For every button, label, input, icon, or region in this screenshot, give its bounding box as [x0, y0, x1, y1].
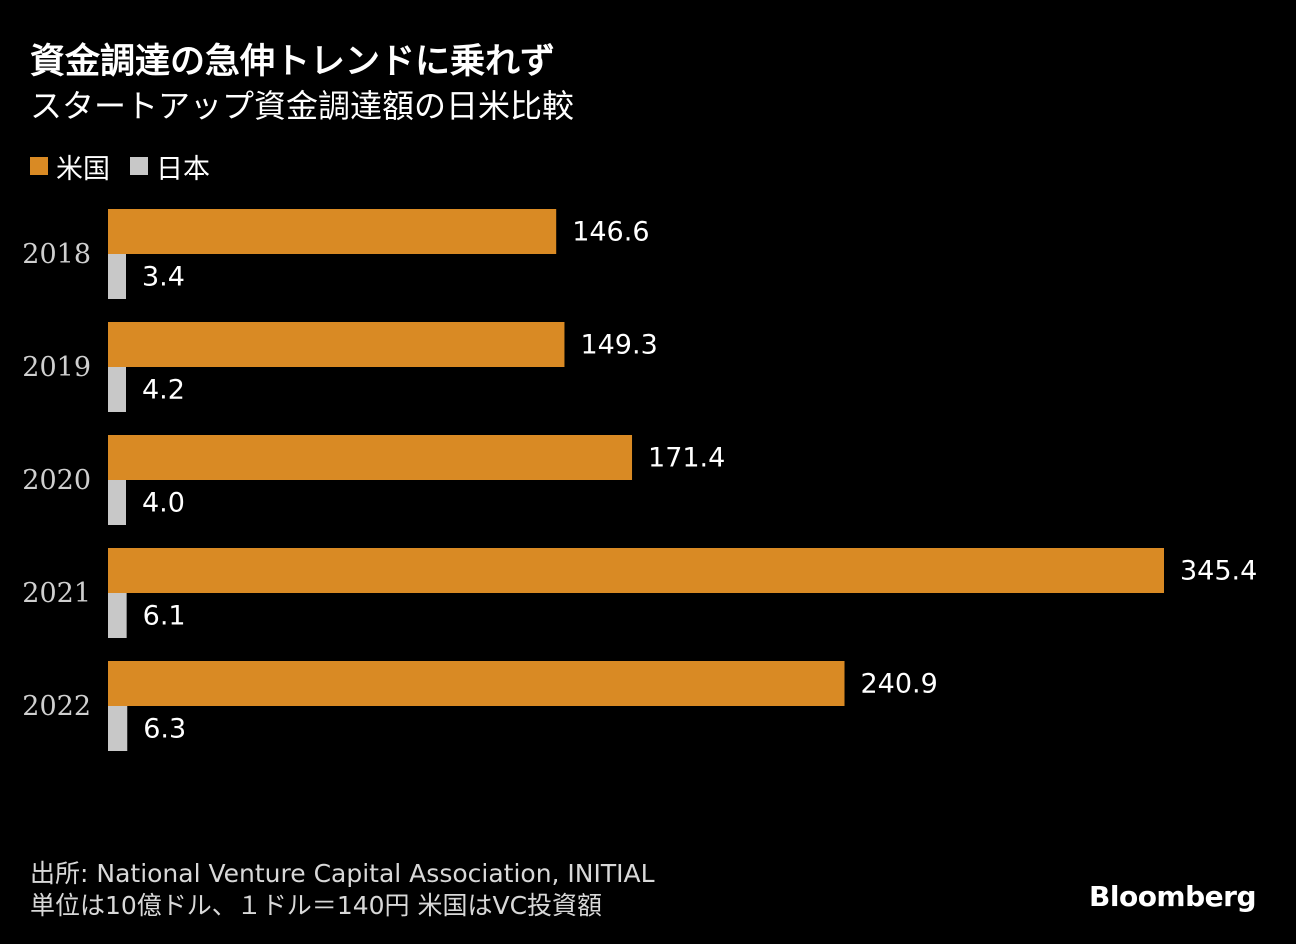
y-tick-label-2022: 2022	[22, 691, 91, 722]
legend-item-japan: 日本	[130, 147, 210, 186]
chart-title: 資金調達の急伸トレンドに乗れず	[30, 42, 556, 82]
legend-label-japan: 日本	[156, 153, 210, 185]
legend: 米国 日本	[30, 147, 230, 186]
bar-japan-2020	[108, 480, 126, 525]
y-tick-label-2021: 2021	[22, 578, 91, 609]
value-label-japan-2022: 6.3	[143, 714, 186, 745]
legend-label-us: 米国	[56, 153, 110, 185]
chart-subtitle: スタートアップ資金調達額の日米比較	[30, 87, 575, 125]
bar-japan-2021	[108, 593, 127, 638]
value-label-japan-2018: 3.4	[142, 262, 185, 293]
bar-japan-2022	[108, 706, 128, 751]
unit-note: 単位は10億ドル、１ドル＝140円 米国はVC投資額	[30, 891, 603, 920]
value-label-us-2021: 345.4	[1180, 556, 1257, 587]
value-label-japan-2021: 6.1	[143, 601, 186, 632]
bar-japan-2019	[108, 367, 126, 412]
value-label-us-2020: 171.4	[648, 443, 725, 474]
y-tick-label-2019: 2019	[22, 352, 91, 383]
bar-japan-2018	[108, 254, 126, 299]
legend-swatch-japan	[130, 157, 148, 175]
source-note: 出所: National Venture Capital Association…	[30, 859, 655, 888]
footer: 出所: National Venture Capital Association…	[30, 858, 655, 922]
bar-us-2022	[108, 661, 845, 706]
y-tick-label-2020: 2020	[22, 465, 91, 496]
value-label-us-2018: 146.6	[572, 217, 649, 248]
legend-item-us: 米国	[30, 147, 110, 186]
bar-chart: 2018 146.6 3.4 2019 149.3 4.2 2020 171.4 4.0 2021…	[22, 209, 1257, 751]
value-label-us-2019: 149.3	[580, 330, 657, 361]
legend-swatch-us	[30, 157, 48, 175]
bar-us-2019	[108, 322, 565, 367]
y-tick-label-2018: 2018	[22, 239, 91, 270]
bar-us-2018	[108, 209, 557, 254]
value-label-us-2022: 240.9	[861, 669, 938, 700]
bar-us-2020	[108, 435, 633, 480]
bloomberg-logo: Bloomberg	[1089, 880, 1256, 913]
value-label-japan-2019: 4.2	[142, 375, 185, 406]
value-label-japan-2020: 4.0	[142, 488, 185, 519]
bar-us-2021	[108, 548, 1164, 593]
